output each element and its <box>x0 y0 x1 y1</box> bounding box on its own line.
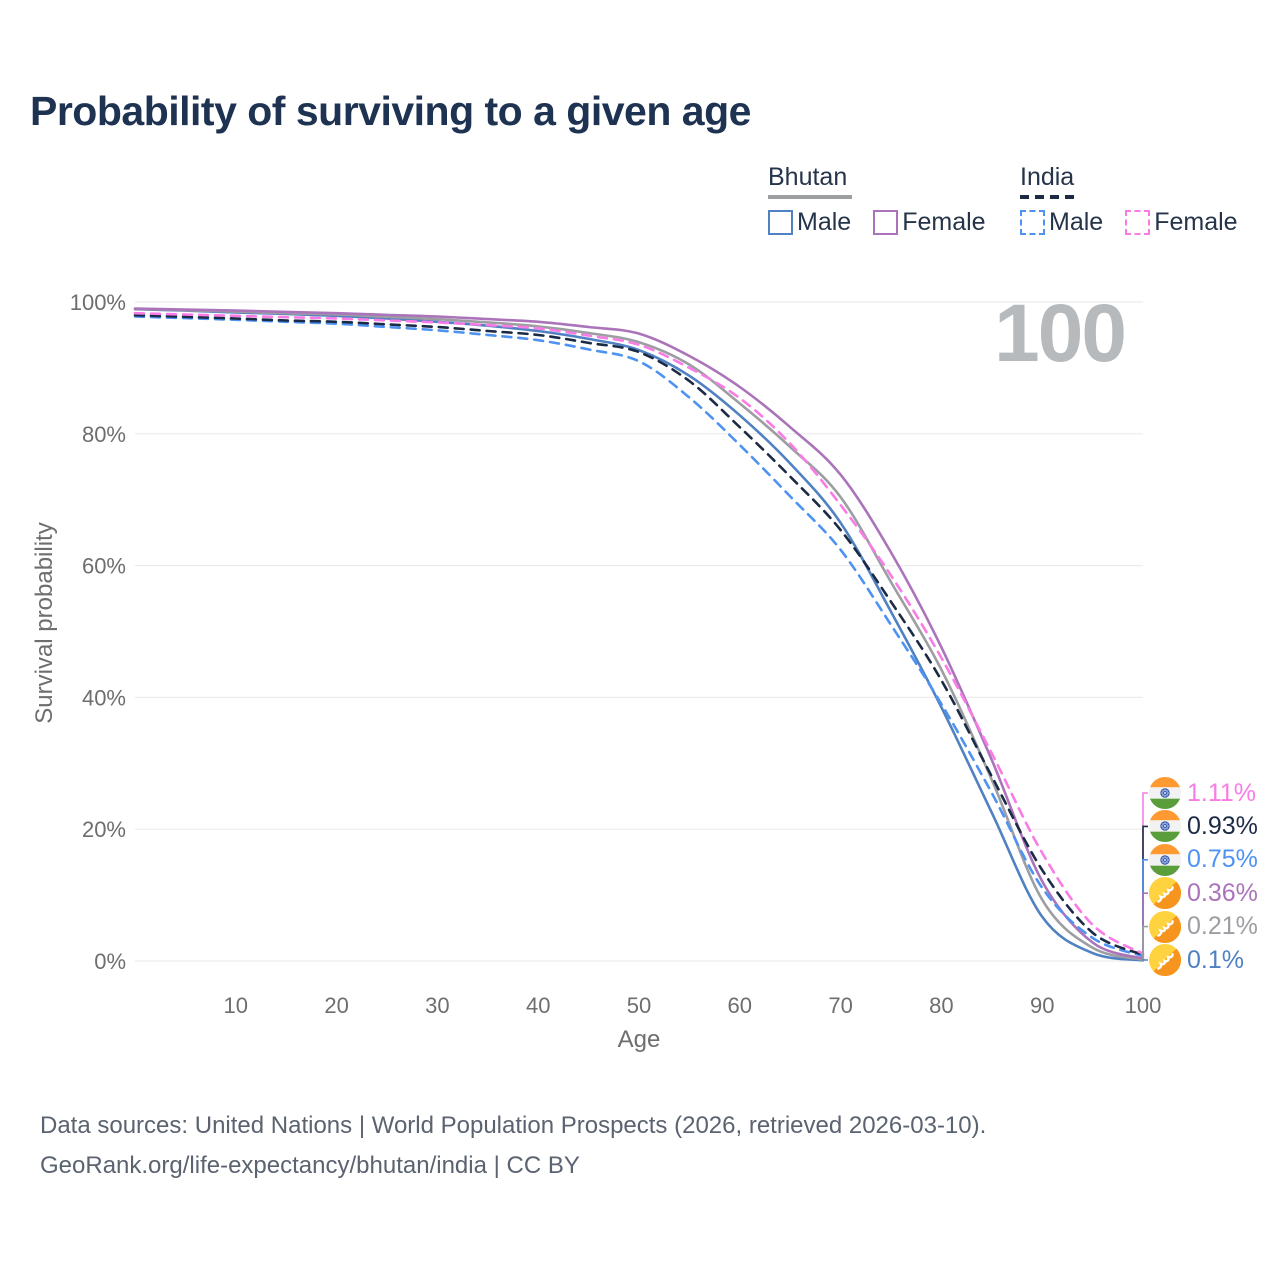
bhutan-male-swatch-icon <box>768 210 793 235</box>
legend-item-label: Female <box>902 208 986 236</box>
endpoint-value: 0.36% <box>1187 878 1258 907</box>
endpoint-labels: 1.11% 0.93% 0.75% 0.36% 0.21% <box>1148 776 1278 996</box>
svg-text:20%: 20% <box>82 817 126 842</box>
page-title: Probability of surviving to a given age <box>30 88 751 134</box>
endpoint-row-india-male: 0.75% <box>1148 843 1258 877</box>
endpoint-value: 0.21% <box>1187 912 1258 941</box>
endpoint-row-bhutan-male: 0.1% <box>1148 943 1244 977</box>
svg-text:30: 30 <box>425 993 449 1018</box>
bhutan-female-swatch-icon <box>873 210 899 235</box>
india-male-swatch-icon <box>1020 210 1045 235</box>
legend-underline-bhutan <box>768 195 852 199</box>
source-url-line[interactable]: GeoRank.org/life-expectancy/bhutan/india… <box>40 1152 580 1179</box>
y-axis-title: Survival probability <box>31 522 58 724</box>
x-axis-title: Age <box>617 1026 661 1053</box>
svg-text:20: 20 <box>324 993 348 1018</box>
endpoint-row-bhutan-total: 0.21% <box>1148 910 1258 944</box>
bhutan-flag-icon <box>1148 943 1182 977</box>
legend: Bhutan Male Female India Male Female <box>768 163 1268 243</box>
svg-text:40: 40 <box>526 993 550 1018</box>
svg-text:60%: 60% <box>82 554 126 579</box>
svg-text:90: 90 <box>1030 993 1054 1018</box>
svg-text:70: 70 <box>828 993 852 1018</box>
legend-item-india-male[interactable]: Male <box>1020 208 1103 237</box>
endpoint-value: 0.75% <box>1187 845 1258 874</box>
legend-item-bhutan-female[interactable]: Female <box>873 208 986 237</box>
bhutan-flag-icon <box>1148 877 1182 910</box>
legend-group-label-bhutan[interactable]: Bhutan <box>768 163 848 191</box>
endpoint-row-india-female: 1.11% <box>1148 776 1256 810</box>
legend-item-bhutan-male[interactable]: Male <box>768 208 851 237</box>
svg-text:40%: 40% <box>82 685 126 710</box>
legend-item-india-female[interactable]: Female <box>1125 208 1238 237</box>
legend-group-india: India Male Female <box>1020 163 1260 237</box>
endpoint-value: 1.11% <box>1187 778 1257 807</box>
india-flag-icon <box>1148 776 1182 810</box>
svg-text:50: 50 <box>627 993 651 1018</box>
legend-item-label: Female <box>1154 208 1238 236</box>
endpoint-row-bhutan-female: 0.36% <box>1148 876 1258 910</box>
india-flag-icon <box>1148 843 1182 876</box>
legend-group-label-india[interactable]: India <box>1020 163 1075 191</box>
age-watermark: 100 <box>994 288 1127 379</box>
svg-text:100%: 100% <box>70 290 126 315</box>
footer: Data sources: United Nations | World Pop… <box>40 1106 1240 1186</box>
svg-text:100: 100 <box>1125 993 1162 1018</box>
india-flag-icon <box>1148 810 1182 843</box>
svg-text:80%: 80% <box>82 422 126 447</box>
legend-item-label: Male <box>1049 208 1104 236</box>
data-sources-line: Data sources: United Nations | World Pop… <box>40 1112 987 1139</box>
endpoint-value: 0.1% <box>1187 945 1244 974</box>
legend-group-bhutan: Bhutan Male Female <box>768 163 1008 237</box>
svg-text:80: 80 <box>929 993 953 1018</box>
svg-text:60: 60 <box>728 993 752 1018</box>
endpoint-row-india-total: 0.93% <box>1148 809 1258 843</box>
legend-underline-india <box>1020 195 1078 199</box>
svg-text:10: 10 <box>224 993 248 1018</box>
endpoint-value: 0.93% <box>1187 811 1258 840</box>
legend-item-label: Male <box>797 208 852 236</box>
india-female-swatch-icon <box>1125 210 1151 235</box>
bhutan-flag-icon <box>1148 910 1182 943</box>
svg-text:0%: 0% <box>94 949 126 974</box>
